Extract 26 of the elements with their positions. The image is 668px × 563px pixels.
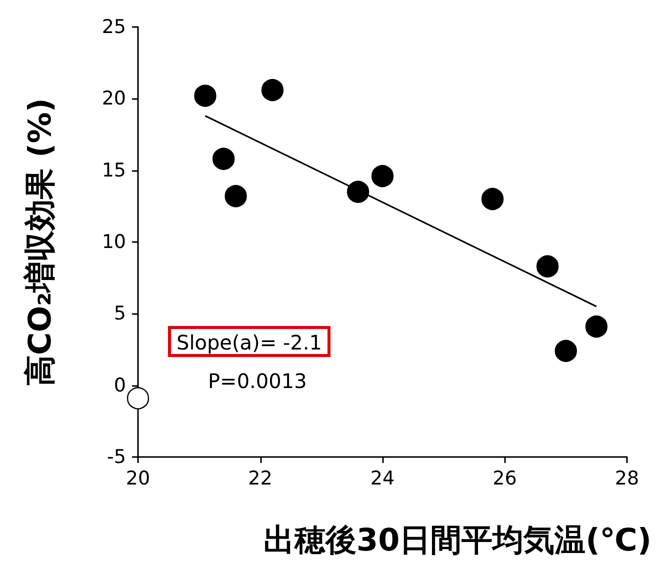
x-tick-label: 22 bbox=[248, 468, 272, 490]
point bbox=[481, 188, 504, 210]
x-tick-label: 26 bbox=[492, 468, 517, 490]
point bbox=[585, 315, 608, 338]
x-tick-label: 24 bbox=[370, 468, 395, 490]
point bbox=[224, 185, 247, 208]
annotation: Slope(a)= -2.1 bbox=[176, 330, 322, 354]
point bbox=[261, 78, 284, 102]
point bbox=[346, 180, 370, 203]
annotation: P=0.0013 bbox=[208, 369, 307, 393]
y-tick-label: -5 bbox=[107, 446, 126, 468]
y-tick-label: 5 bbox=[114, 302, 126, 325]
x-axis-title: 出穂後30日間平均気温(℃) bbox=[263, 522, 652, 558]
point bbox=[194, 84, 216, 107]
y-tick-label: 15 bbox=[102, 159, 126, 182]
point bbox=[554, 340, 577, 362]
y-tick-label: 20 bbox=[102, 88, 126, 110]
y-tick-label: 10 bbox=[102, 231, 126, 253]
y-tick-label: 25 bbox=[102, 16, 126, 38]
point bbox=[126, 387, 150, 410]
x-tick-label: 28 bbox=[614, 468, 640, 490]
y-axis-title: 高CO₂増収効果 (%) bbox=[22, 98, 58, 386]
point bbox=[212, 148, 235, 170]
y-tick-label: 0 bbox=[114, 374, 126, 396]
point bbox=[536, 255, 559, 278]
point bbox=[371, 164, 394, 188]
